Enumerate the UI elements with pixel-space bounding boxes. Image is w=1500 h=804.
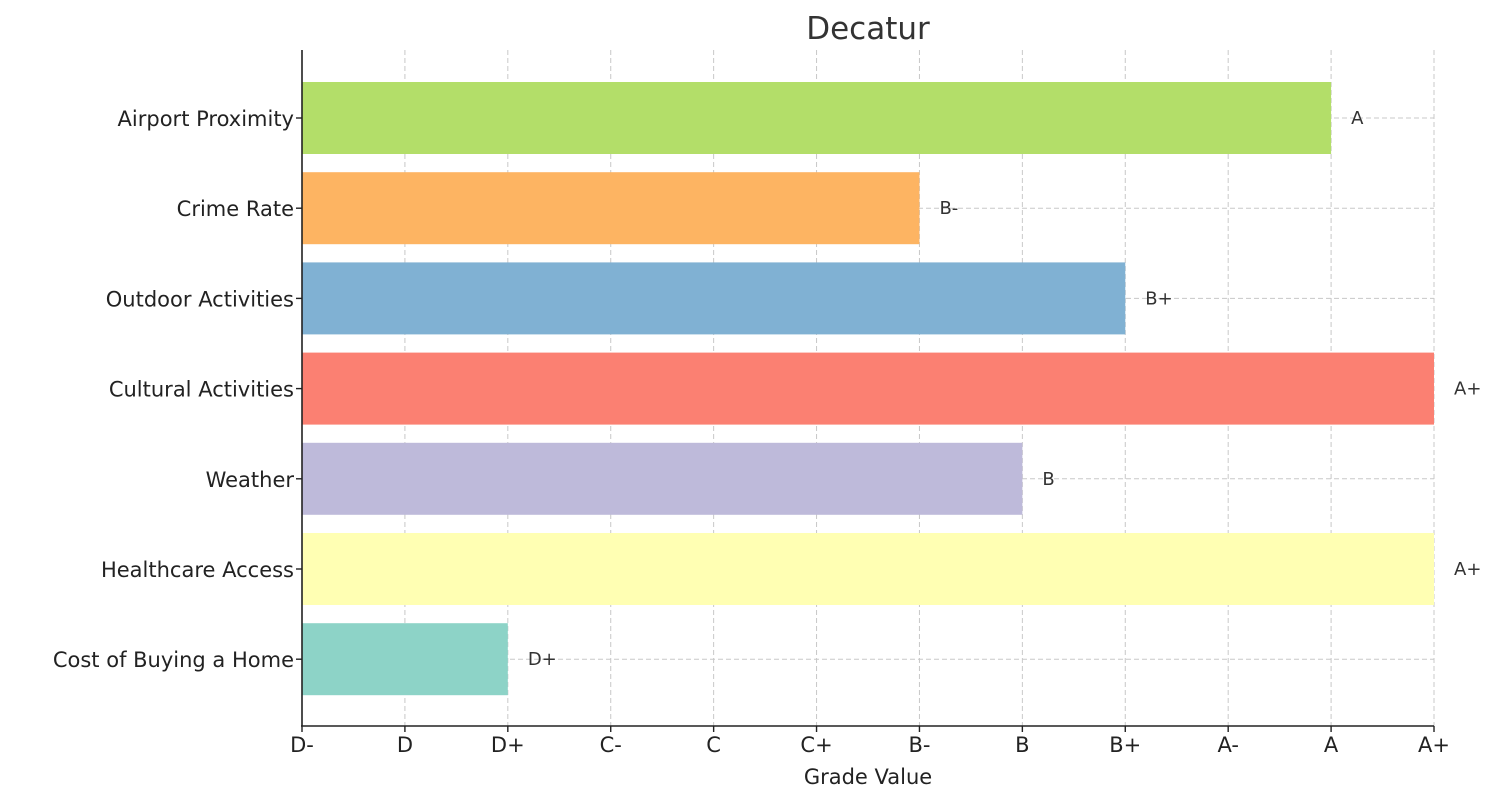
x-tick-label: C [706,733,721,757]
y-tick-label: Airport Proximity [118,107,294,131]
y-tick-label: Outdoor Activities [106,287,294,311]
bar-value-label: D+ [528,649,557,670]
x-tick-label: B [1015,733,1029,757]
y-tick-label: Weather [206,468,295,492]
bar [302,352,1434,425]
x-axis-title: Grade Value [804,765,932,789]
bar [302,262,1126,335]
bar [302,533,1434,605]
x-tick-label: D+ [491,733,525,757]
bar [302,623,508,696]
bar [302,442,1023,515]
x-axis-ticks: D- D D+ C- C C+ B- B B+ A- A A+ [290,726,1450,757]
x-tick-label: A+ [1418,733,1450,757]
chart-title: Decatur [806,11,930,47]
y-tick-label: Cost of Buying a Home [53,648,294,672]
bar-value-label: B [1042,469,1054,490]
bar-value-label: A+ [1454,559,1481,580]
x-tick-label: A- [1217,733,1238,757]
x-tick-label: A [1324,733,1339,757]
y-axis-ticks: Airport Proximity Crime Rate Outdoor Activ… [53,107,302,672]
y-tick-label: Cultural Activities [109,378,294,402]
bar-value-label: A+ [1454,379,1481,400]
x-tick-label: C- [600,733,622,757]
x-tick-label: C+ [800,733,832,757]
x-tick-label: D- [290,733,314,757]
bar [302,172,920,245]
bar-value-label: B+ [1145,288,1172,309]
y-tick-label: Crime Rate [177,197,294,221]
x-tick-label: B+ [1109,733,1141,757]
x-tick-label: D [397,733,413,757]
bar [302,82,1332,154]
y-tick-label: Healthcare Access [101,558,294,582]
bar-value-labels: A B- B+ A+ B A+ D+ [528,108,1482,670]
bar-value-label: A [1351,108,1364,129]
x-tick-label: B- [908,733,930,757]
bar-value-label: B- [939,198,958,219]
bars [302,82,1434,696]
